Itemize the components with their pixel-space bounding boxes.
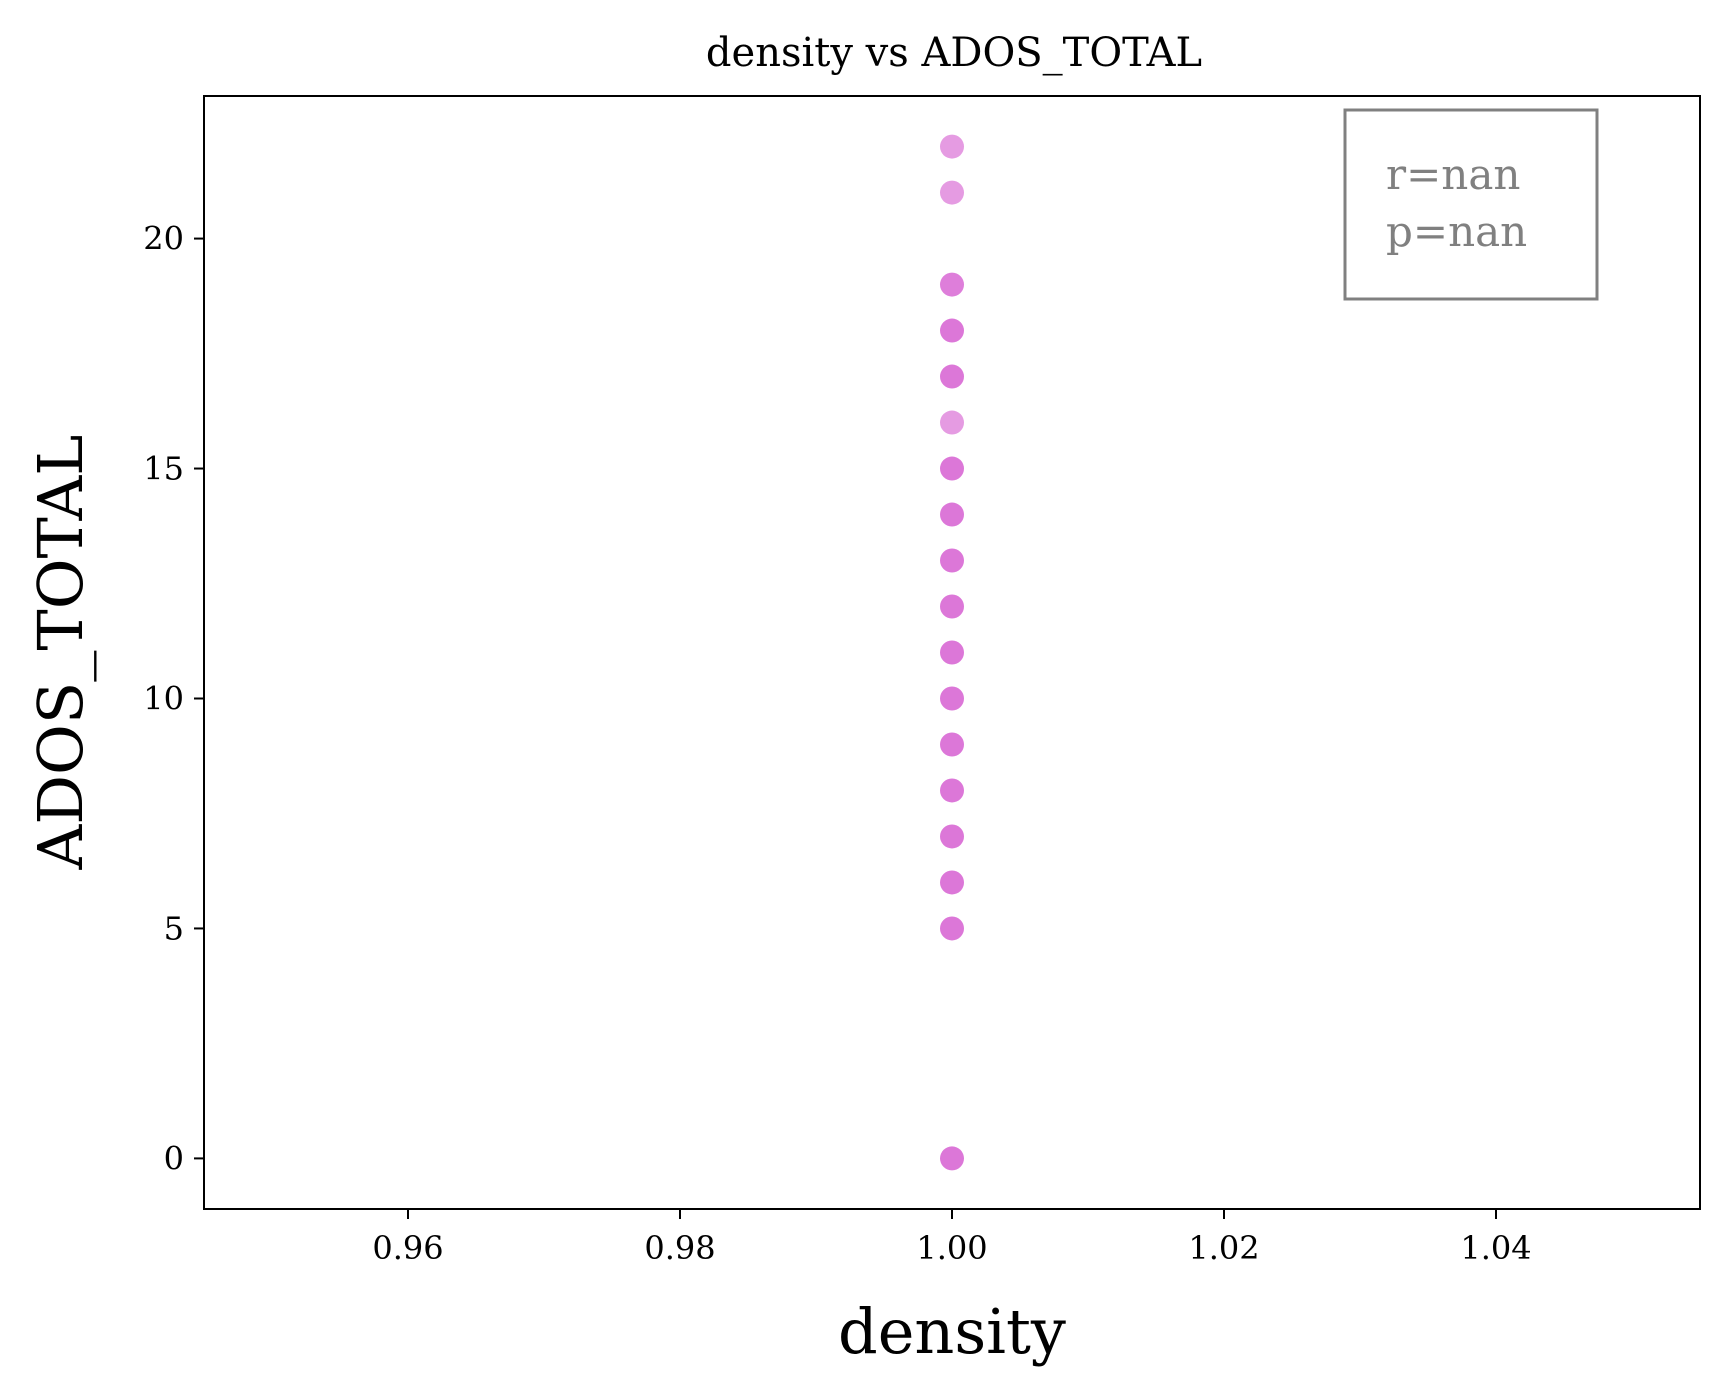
data-point (940, 824, 964, 849)
x-axis-label: density (838, 1295, 1066, 1368)
y-axis-ticks: 0 5 10 15 20 (143, 220, 204, 1177)
x-tick-label: 1.02 (1188, 1229, 1259, 1267)
annotation-frame (1343, 108, 1599, 301)
data-point (940, 364, 964, 389)
data-point (940, 548, 964, 573)
data-point (940, 272, 964, 297)
data-point (940, 778, 964, 803)
x-axis-ticks: 0.96 0.98 1.00 1.02 1.04 (372, 1209, 1532, 1267)
stats-annotation-box: r=nan p=nan (1343, 108, 1599, 301)
y-tick-label: 15 (143, 450, 184, 488)
y-tick-label: 0 (164, 1139, 184, 1177)
data-point (940, 456, 964, 481)
data-point (940, 134, 964, 159)
data-point (940, 180, 964, 205)
x-tick-label: 1.04 (1460, 1229, 1531, 1267)
data-point (940, 870, 964, 895)
y-tick-label: 10 (143, 679, 184, 717)
data-point (940, 916, 964, 941)
chart-title: density vs ADOS_TOTAL (706, 30, 1202, 76)
data-point (940, 502, 964, 527)
x-tick-label: 1.00 (916, 1229, 987, 1267)
y-axis-label: ADOS_TOTAL (24, 435, 97, 871)
data-point (940, 410, 964, 435)
annotation-r-value: r=nan (1386, 150, 1520, 199)
data-point (940, 318, 964, 343)
annotation-p-value: p=nan (1386, 207, 1527, 256)
y-tick-label: 5 (164, 909, 184, 947)
data-point (940, 1146, 964, 1171)
data-point (940, 732, 964, 757)
points-layer (940, 134, 964, 1171)
x-tick-label: 0.96 (372, 1229, 443, 1267)
x-tick-label: 0.98 (644, 1229, 715, 1267)
data-point (940, 640, 964, 665)
y-tick-label: 20 (143, 220, 184, 258)
data-point (940, 686, 964, 711)
data-point (940, 594, 964, 619)
